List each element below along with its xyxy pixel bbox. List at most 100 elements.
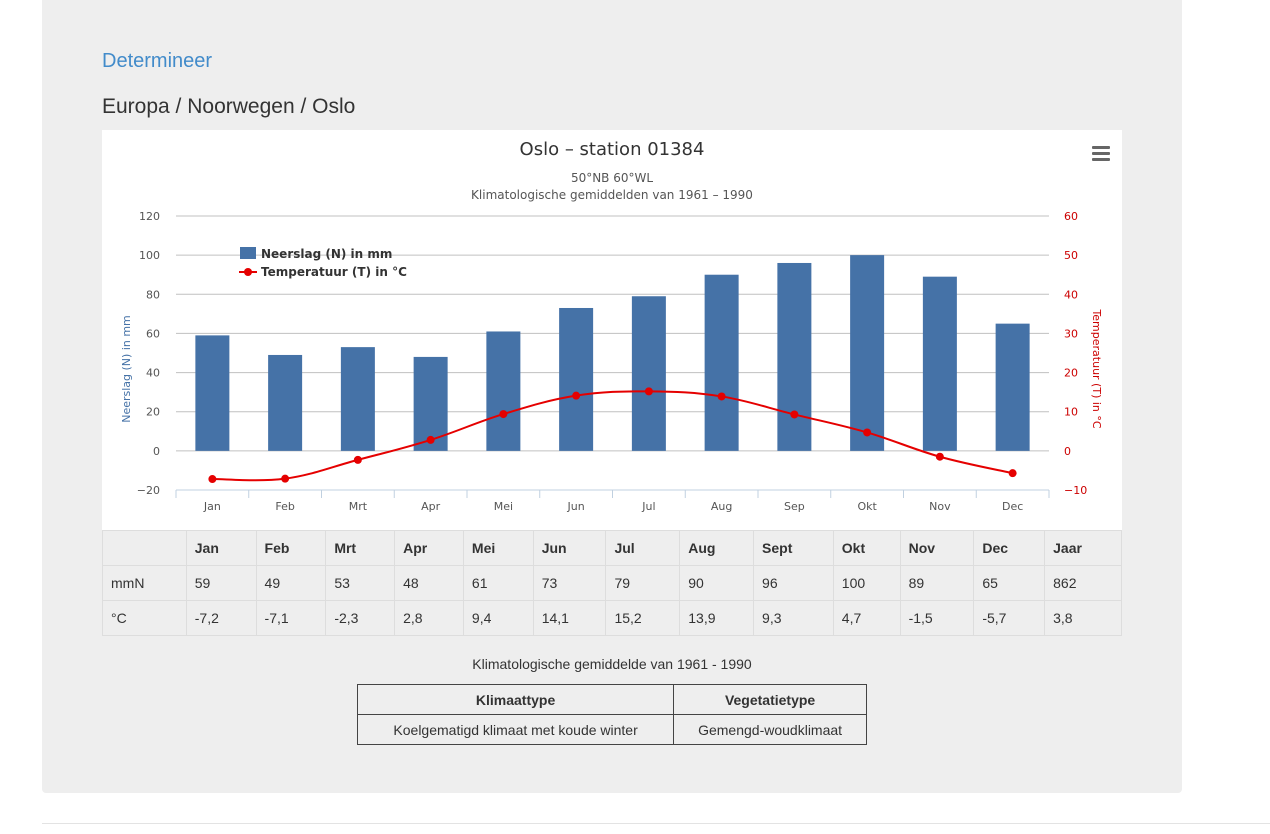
x-tick-label: Feb — [275, 500, 294, 513]
legend-label-temperatuur: Temperatuur (T) in °C — [261, 265, 407, 279]
y-tick-label-left: 0 — [153, 445, 160, 458]
table-row: mmN 59 49 53 48 61 73 79 90 96 100 89 65 862 — [102, 565, 1122, 601]
climate-type-table: Klimaattype Vegetatietype Koelgematigd k… — [356, 684, 867, 745]
bar-neerslag — [850, 255, 885, 451]
x-tick-label: Jul — [641, 500, 655, 513]
temperature-point — [644, 387, 653, 396]
table-row-label: mmN — [102, 565, 187, 601]
table-cell: 13,9 — [679, 600, 755, 636]
table-header-okt: Okt — [832, 530, 901, 566]
x-tick-label: Jan — [203, 500, 221, 513]
bar-neerslag — [995, 323, 1030, 451]
legend-swatch-temperatuur-marker — [244, 268, 252, 276]
table-cell: -5,7 — [973, 600, 1046, 636]
temperature-point — [863, 428, 872, 437]
chart-svg: Oslo – station 01384 50°NB 60°WL Klimato… — [120, 139, 1103, 513]
temperature-line — [212, 390, 1013, 482]
y-tick-label-left: 100 — [139, 249, 160, 262]
y-tick-label-left: 120 — [139, 210, 160, 223]
y-tick-label-right: 10 — [1064, 406, 1078, 419]
table-cell: -2,3 — [325, 600, 396, 636]
table-row-label: °C — [102, 600, 187, 636]
determineer-link[interactable]: Determineer — [102, 50, 213, 72]
x-tick-label: Nov — [929, 500, 951, 513]
legend-label-neerslag: Neerslag (N) in mm — [261, 247, 392, 261]
x-tick-label: Jun — [567, 500, 585, 513]
y-tick-label-left: 40 — [146, 367, 160, 380]
table-header-aug: Aug — [679, 530, 755, 566]
y-axis-title-left: Neerslag (N) in mm — [120, 315, 133, 423]
table-cell: 90 — [679, 565, 755, 601]
y-tick-label-right: 60 — [1064, 210, 1078, 223]
table-caption: Klimatologische gemiddelde van 1961 - 19… — [472, 656, 752, 672]
x-tick-label: Dec — [1002, 500, 1023, 513]
y-tick-label-left: −20 — [137, 484, 160, 497]
table-cell: 96 — [753, 565, 834, 601]
table-header-jan: Jan — [185, 530, 257, 566]
temperature-point — [790, 410, 799, 419]
y-axis-title-right: Temperatuur (T) in °C — [1090, 308, 1103, 428]
climate-type-value: Koelgematigd klimaat met koude winter — [356, 714, 675, 745]
climate-table: Jan Feb Mrt Apr Mei Jun Jul Aug Sept Okt Nov Dec Jaa… — [102, 530, 1122, 636]
table-cell: 862 — [1044, 565, 1122, 601]
temperature-point — [353, 455, 362, 464]
x-tick-label: Okt — [857, 500, 877, 513]
table-cell: 100 — [832, 565, 901, 601]
table-header-jul: Jul — [605, 530, 681, 566]
temperature-point — [717, 392, 726, 401]
table-cell: 73 — [532, 565, 607, 601]
temperature-point — [499, 410, 508, 419]
temperature-point — [426, 435, 435, 444]
bar-neerslag — [195, 335, 230, 451]
bar-neerslag — [340, 347, 375, 451]
table-header-jun: Jun — [532, 530, 607, 566]
vegetation-type-value: Gemengd-woudklimaat — [673, 714, 867, 745]
chart-title: Oslo – station 01384 — [520, 139, 705, 160]
x-tick-label: Apr — [421, 500, 441, 513]
table-cell: -7,2 — [185, 600, 257, 636]
y-tick-label-left: 80 — [146, 288, 160, 301]
temperature-point — [1008, 469, 1017, 478]
table-header-row: Jan Feb Mrt Apr Mei Jun Jul Aug Sept Okt Nov Dec Jaa… — [102, 530, 1122, 566]
y-tick-label-right: −10 — [1064, 484, 1087, 497]
table-cell: 9,3 — [753, 600, 834, 636]
x-tick-label: Mrt — [349, 500, 368, 513]
chart-subtitle-1: 50°NB 60°WL — [571, 171, 653, 185]
temperature-point — [208, 475, 217, 484]
y-tick-label-right: 30 — [1064, 327, 1078, 340]
chart-subtitle-2: Klimatologische gemiddelden van 1961 – 1… — [471, 188, 753, 202]
table-cell: 2,8 — [394, 600, 464, 636]
table-header-blank — [102, 530, 187, 566]
table-header-apr: Apr — [394, 530, 464, 566]
table-cell: 9,4 — [462, 600, 534, 636]
y-tick-label-left: 20 — [146, 406, 160, 419]
legend-swatch-neerslag — [240, 247, 256, 259]
table-cell: -1,5 — [899, 600, 975, 636]
climate-type-header: Klimaattype — [356, 684, 675, 715]
hamburger-menu-icon[interactable] — [1090, 144, 1112, 162]
table-header-jaar: Jaar — [1044, 530, 1122, 566]
table-cell: 48 — [394, 565, 464, 601]
table-header-dec: Dec — [973, 530, 1046, 566]
table-cell: 4,7 — [832, 600, 901, 636]
x-tick-label: Mei — [494, 500, 513, 513]
vegetation-type-header: Vegetatietype — [673, 684, 867, 715]
y-tick-label-right: 40 — [1064, 288, 1078, 301]
temperature-point — [935, 452, 944, 461]
table-cell: 15,2 — [605, 600, 681, 636]
bar-neerslag — [922, 276, 957, 451]
bar-neerslag — [704, 274, 739, 451]
bar-neerslag — [777, 262, 812, 451]
table-header-mei: Mei — [462, 530, 534, 566]
y-tick-label-right: 20 — [1064, 367, 1078, 380]
bar-neerslag — [631, 296, 666, 451]
x-tick-label: Aug — [711, 500, 732, 513]
table-cell: 3,8 — [1044, 600, 1122, 636]
temperature-point — [572, 391, 581, 400]
table-cell: 59 — [185, 565, 257, 601]
table-cell: 89 — [899, 565, 975, 601]
table-header-sept: Sept — [753, 530, 834, 566]
table-row: °C -7,2 -7,1 -2,3 2,8 9,4 14,1 15,2 13,9 9,3 4,7 -1… — [102, 600, 1122, 636]
temperature-point — [281, 474, 290, 483]
table-cell: 53 — [325, 565, 396, 601]
